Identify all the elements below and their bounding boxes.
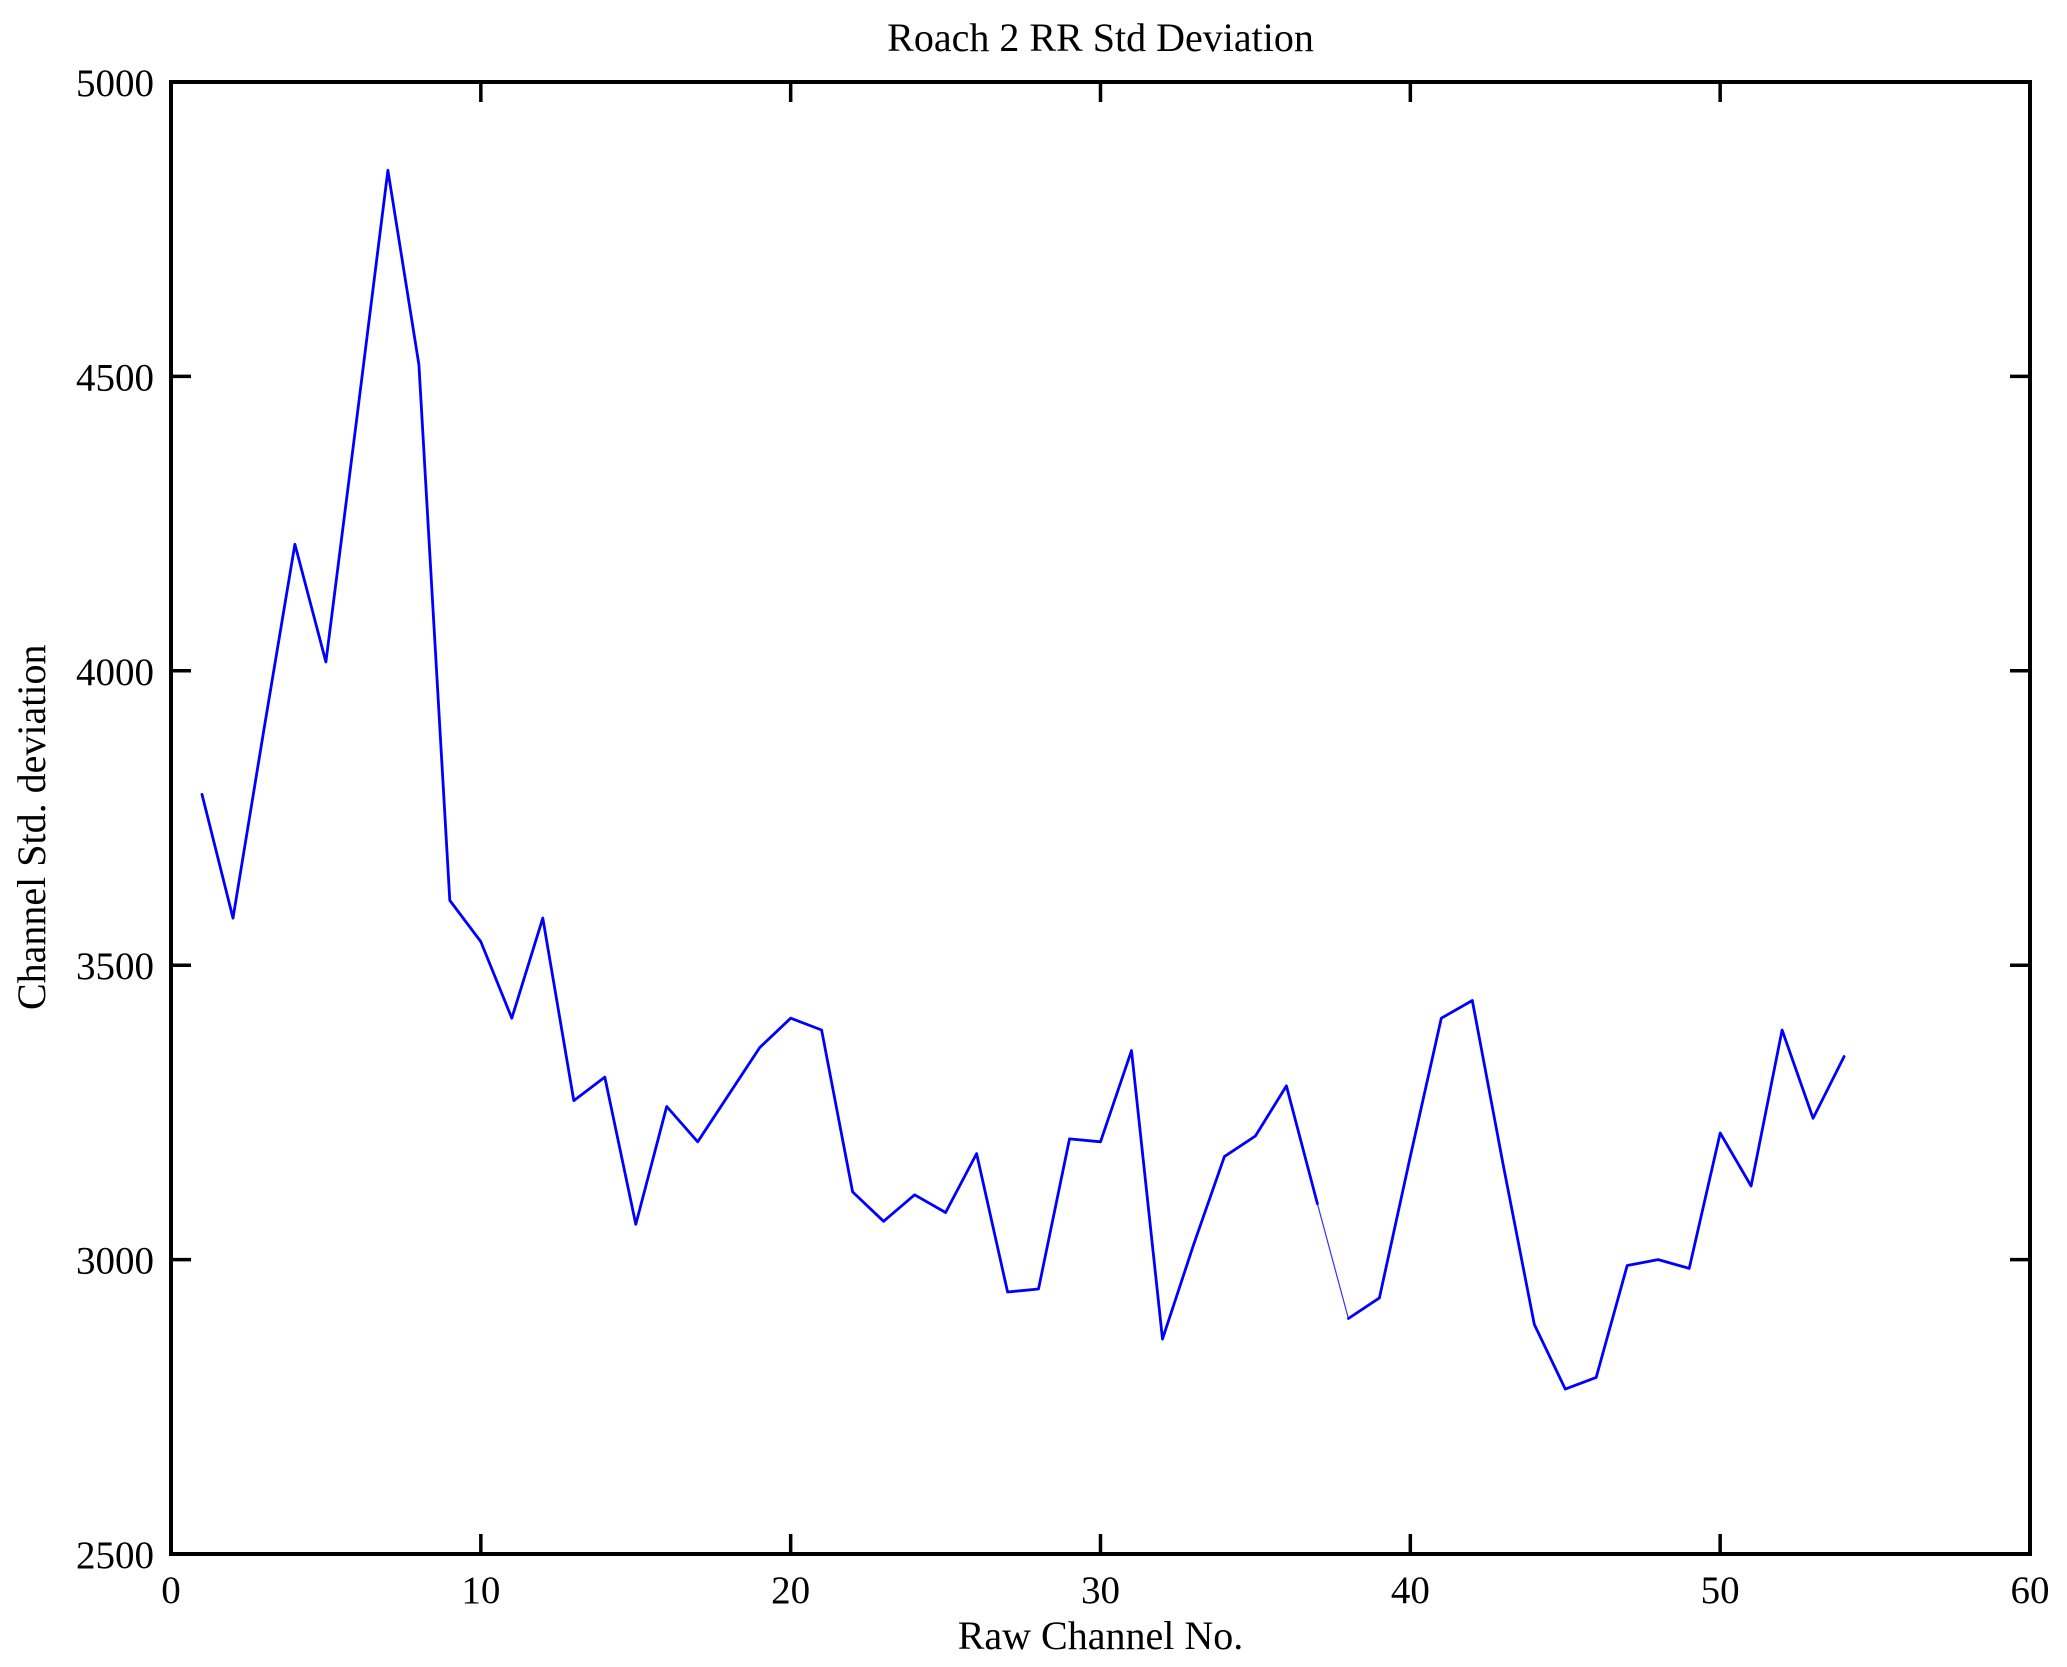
y-tick-label: 4000 xyxy=(76,651,154,694)
y-tick-label: 5000 xyxy=(76,62,154,105)
x-axis-label: Raw Channel No. xyxy=(957,1613,1244,1658)
y-tick-label: 3500 xyxy=(76,945,154,988)
x-tick-label: 60 xyxy=(2011,1569,2050,1612)
chart-title: Roach 2 RR Std Deviation xyxy=(887,15,1314,60)
plot-line-thin-segment xyxy=(1316,1203,1350,1320)
y-tick-label: 2500 xyxy=(76,1534,154,1577)
x-tick-label: 10 xyxy=(461,1569,500,1612)
x-tick-label: 0 xyxy=(161,1569,181,1612)
y-axis-label: Channel Std. deviation xyxy=(9,644,54,1010)
x-tick-label: 40 xyxy=(1391,1569,1430,1612)
axes-box xyxy=(169,80,2032,1556)
x-tick-label: 20 xyxy=(771,1569,810,1612)
x-tick-label: 30 xyxy=(1081,1569,1120,1612)
y-tick-label: 4500 xyxy=(76,356,154,399)
y-tick-label: 3000 xyxy=(76,1240,154,1283)
plot-line xyxy=(200,168,1319,1341)
x-tick-label: 50 xyxy=(1701,1569,1740,1612)
plot-line xyxy=(1347,999,1846,1391)
